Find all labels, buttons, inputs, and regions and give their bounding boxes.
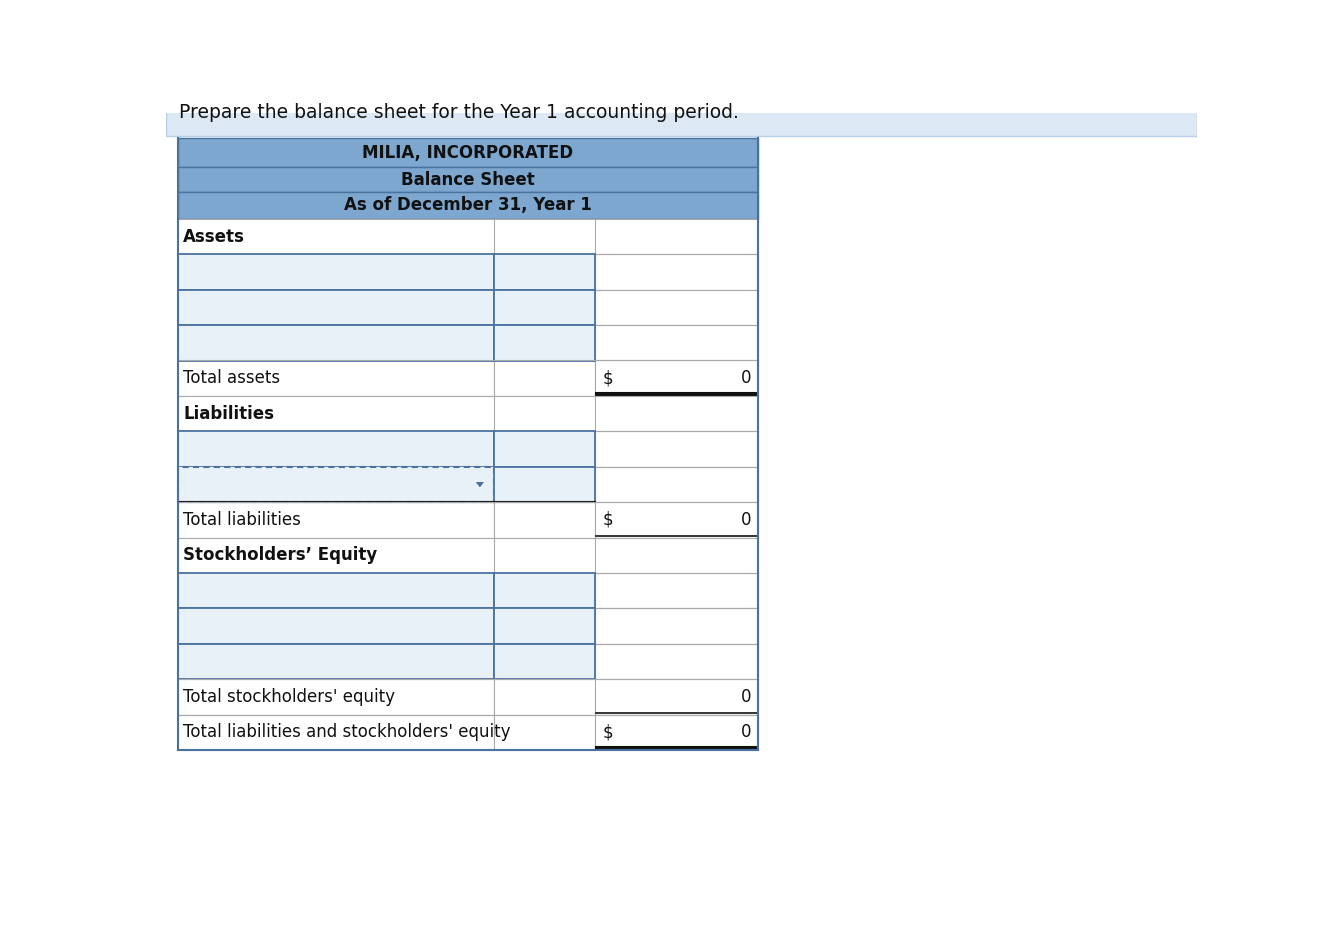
Polygon shape <box>178 303 185 311</box>
Bar <box>493 254 596 290</box>
Text: Balance Sheet: Balance Sheet <box>400 171 535 189</box>
Bar <box>596 679 758 715</box>
Bar <box>596 502 758 537</box>
Bar <box>178 467 493 502</box>
Polygon shape <box>495 303 501 311</box>
Bar <box>178 573 493 609</box>
Bar <box>833 113 964 127</box>
Polygon shape <box>178 445 185 453</box>
Bar <box>693 113 825 127</box>
Text: 0: 0 <box>741 370 751 387</box>
Bar <box>430 113 561 127</box>
Bar <box>178 290 493 325</box>
Bar <box>493 467 596 502</box>
Bar <box>596 467 758 502</box>
Text: 0: 0 <box>741 723 751 741</box>
Bar <box>178 715 493 750</box>
Polygon shape <box>475 481 485 489</box>
Bar <box>178 167 758 192</box>
Text: Total assets: Total assets <box>184 370 281 387</box>
Bar <box>166 89 1197 136</box>
Text: Liabilities: Liabilities <box>184 404 274 423</box>
Polygon shape <box>495 445 501 453</box>
Bar <box>166 113 1197 127</box>
Bar <box>493 325 596 360</box>
Bar <box>493 502 596 537</box>
Text: Total stockholders' equity: Total stockholders' equity <box>184 688 395 706</box>
Bar <box>596 715 758 750</box>
Polygon shape <box>178 658 185 666</box>
Bar <box>596 573 758 609</box>
Bar <box>596 254 758 290</box>
Text: Assets: Assets <box>184 228 245 246</box>
Bar <box>178 502 493 537</box>
Bar <box>178 537 758 573</box>
Bar <box>178 643 493 679</box>
Polygon shape <box>495 622 501 630</box>
Bar <box>178 219 758 254</box>
Bar <box>493 679 596 715</box>
Bar <box>178 192 758 219</box>
Bar <box>493 609 596 643</box>
Polygon shape <box>495 480 501 489</box>
Bar <box>178 138 758 167</box>
Text: Total liabilities: Total liabilities <box>184 511 301 529</box>
Bar <box>493 573 596 609</box>
Bar <box>178 431 493 467</box>
Bar <box>596 325 758 360</box>
Bar <box>493 290 596 325</box>
Polygon shape <box>495 339 501 347</box>
Bar <box>596 290 758 325</box>
Polygon shape <box>178 339 185 347</box>
Bar <box>577 113 709 127</box>
Bar <box>493 643 596 679</box>
Bar <box>166 113 298 127</box>
Bar <box>178 360 493 396</box>
Polygon shape <box>178 622 185 630</box>
Text: As of December 31, Year 1: As of December 31, Year 1 <box>343 196 592 215</box>
Polygon shape <box>495 658 501 666</box>
Text: Total liabilities and stockholders' equity: Total liabilities and stockholders' equi… <box>184 723 511 741</box>
Bar <box>178 609 493 643</box>
Text: Stockholders’ Equity: Stockholders’ Equity <box>184 546 378 565</box>
Text: 0: 0 <box>741 511 751 529</box>
Bar <box>178 679 493 715</box>
Bar <box>596 360 758 396</box>
Polygon shape <box>495 586 501 595</box>
Polygon shape <box>178 586 185 595</box>
Text: $: $ <box>602 723 613 741</box>
Text: MILIA, INCORPORATED: MILIA, INCORPORATED <box>362 144 573 161</box>
Bar <box>596 431 758 467</box>
Bar <box>178 325 493 360</box>
Bar <box>493 431 596 467</box>
Polygon shape <box>495 267 501 276</box>
Text: $: $ <box>602 370 613 387</box>
Text: $: $ <box>602 511 613 529</box>
Bar <box>493 360 596 396</box>
Bar <box>178 396 758 431</box>
Bar <box>178 254 493 290</box>
Bar <box>596 643 758 679</box>
Bar <box>596 609 758 643</box>
Polygon shape <box>178 267 185 276</box>
Bar <box>306 113 438 127</box>
Text: Prepare the balance sheet for the Year 1 accounting period.: Prepare the balance sheet for the Year 1… <box>178 103 738 122</box>
Text: 0: 0 <box>741 688 751 706</box>
Bar <box>493 715 596 750</box>
